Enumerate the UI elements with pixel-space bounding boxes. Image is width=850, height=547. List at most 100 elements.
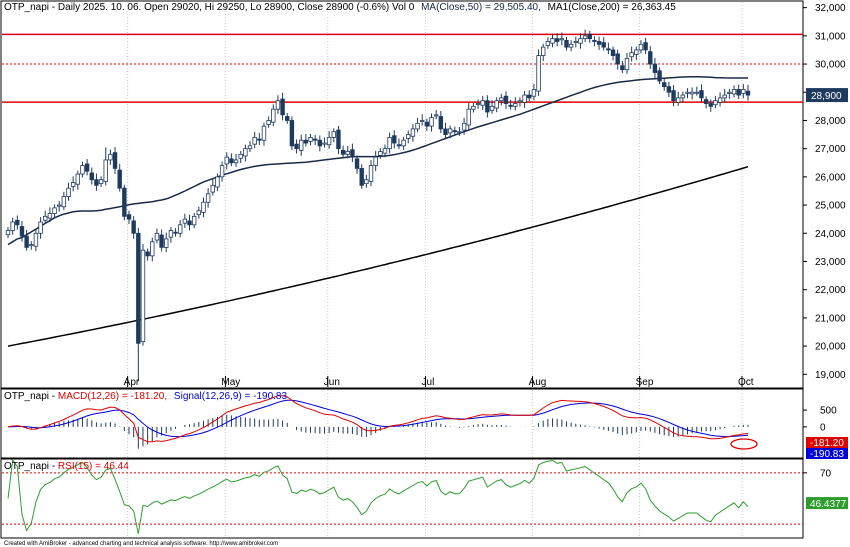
macd-line [7, 395, 749, 443]
candle [503, 91, 509, 110]
price-tick-label: 20,000 [815, 342, 846, 353]
candle [178, 220, 183, 238]
candle [75, 170, 81, 190]
candle [592, 36, 597, 47]
candlesticks [5, 29, 751, 382]
signal-value-tag [806, 448, 848, 459]
macd-tick-label: 0 [820, 422, 826, 433]
macd-cross-highlight [730, 438, 758, 450]
candle [340, 145, 346, 158]
candle [38, 217, 43, 239]
candle [373, 150, 378, 172]
candle [33, 229, 39, 252]
candle [247, 141, 253, 153]
candle [108, 149, 113, 165]
candle [359, 164, 364, 189]
candle [480, 95, 485, 111]
candle [708, 99, 713, 112]
candle [238, 150, 243, 164]
price-tick-label: 27,000 [815, 144, 846, 155]
candle [15, 215, 20, 230]
candle [205, 188, 211, 208]
resistance-lines [2, 33, 803, 103]
candle [596, 36, 602, 50]
candle [219, 161, 225, 182]
candle [5, 227, 11, 239]
candle [662, 78, 667, 91]
candle [350, 143, 355, 162]
month-label: Jul [422, 377, 435, 388]
candle [150, 237, 155, 262]
candle [136, 227, 141, 382]
candle [29, 241, 34, 250]
rsi-tick-label: 70 [820, 468, 832, 479]
ma200-line [7, 165, 749, 347]
candle [461, 117, 467, 135]
candle [517, 97, 523, 107]
candle [424, 118, 430, 131]
candle [564, 36, 569, 51]
candle [680, 91, 686, 102]
ma50-legend: MA(Close,50) = 29,505.40, [421, 2, 541, 13]
candle [648, 46, 653, 69]
candle [573, 36, 578, 48]
candle [345, 145, 350, 159]
candle [699, 84, 704, 102]
rsi-prefix: OTP_napi - [4, 461, 58, 472]
candle [215, 173, 220, 192]
candle [415, 117, 420, 133]
candle [410, 124, 416, 142]
price-y-axis: 19,000 20,000 21,000 22,000 23,000 24,000 25,0… [803, 3, 848, 381]
candle [19, 221, 25, 242]
candle [164, 232, 169, 253]
candle [61, 191, 67, 211]
candle [582, 29, 588, 43]
rsi-line [7, 458, 749, 534]
macd-header: OTP_napi - MACD(12,26) = -181.20, Signal… [4, 391, 287, 402]
ma200-legend: MA1(Close,200) = 26,363.45 [548, 2, 677, 13]
candle [66, 182, 71, 201]
candle [629, 46, 634, 62]
candle [24, 229, 29, 251]
candle [89, 167, 94, 185]
candle [401, 136, 406, 150]
candle [168, 227, 174, 243]
candle [475, 99, 481, 109]
candle [541, 43, 546, 62]
month-label: May [221, 377, 240, 388]
candle [634, 46, 639, 60]
candle [485, 95, 490, 118]
candle [438, 111, 444, 134]
candle [261, 122, 267, 146]
candle [182, 213, 188, 228]
candle [191, 212, 197, 229]
candle [112, 147, 118, 174]
macd-prefix: OTP_napi - [4, 391, 58, 402]
candle [666, 81, 672, 98]
candle [392, 130, 397, 149]
price-tick-label: 21,000 [815, 313, 846, 324]
last-price-tag [806, 88, 848, 103]
price-tick-label: 31,000 [815, 31, 846, 42]
ma50-path [7, 75, 748, 246]
month-label: Apr [124, 377, 140, 388]
candle [457, 126, 462, 136]
price-tick-label: 19,000 [815, 370, 846, 381]
price-tick-label: 28,000 [815, 116, 846, 127]
candle [80, 161, 85, 178]
candle [731, 85, 737, 98]
candle [494, 97, 499, 113]
candle [187, 214, 192, 231]
candle [252, 131, 257, 149]
candle [513, 97, 518, 111]
candle [522, 90, 527, 108]
candle [331, 128, 336, 143]
candle [741, 83, 746, 99]
candle [685, 88, 690, 99]
candle [717, 92, 723, 107]
candle [382, 144, 388, 158]
candle [578, 33, 583, 49]
month-label: Jun [324, 377, 340, 388]
candle [387, 132, 392, 154]
candle [196, 206, 202, 219]
